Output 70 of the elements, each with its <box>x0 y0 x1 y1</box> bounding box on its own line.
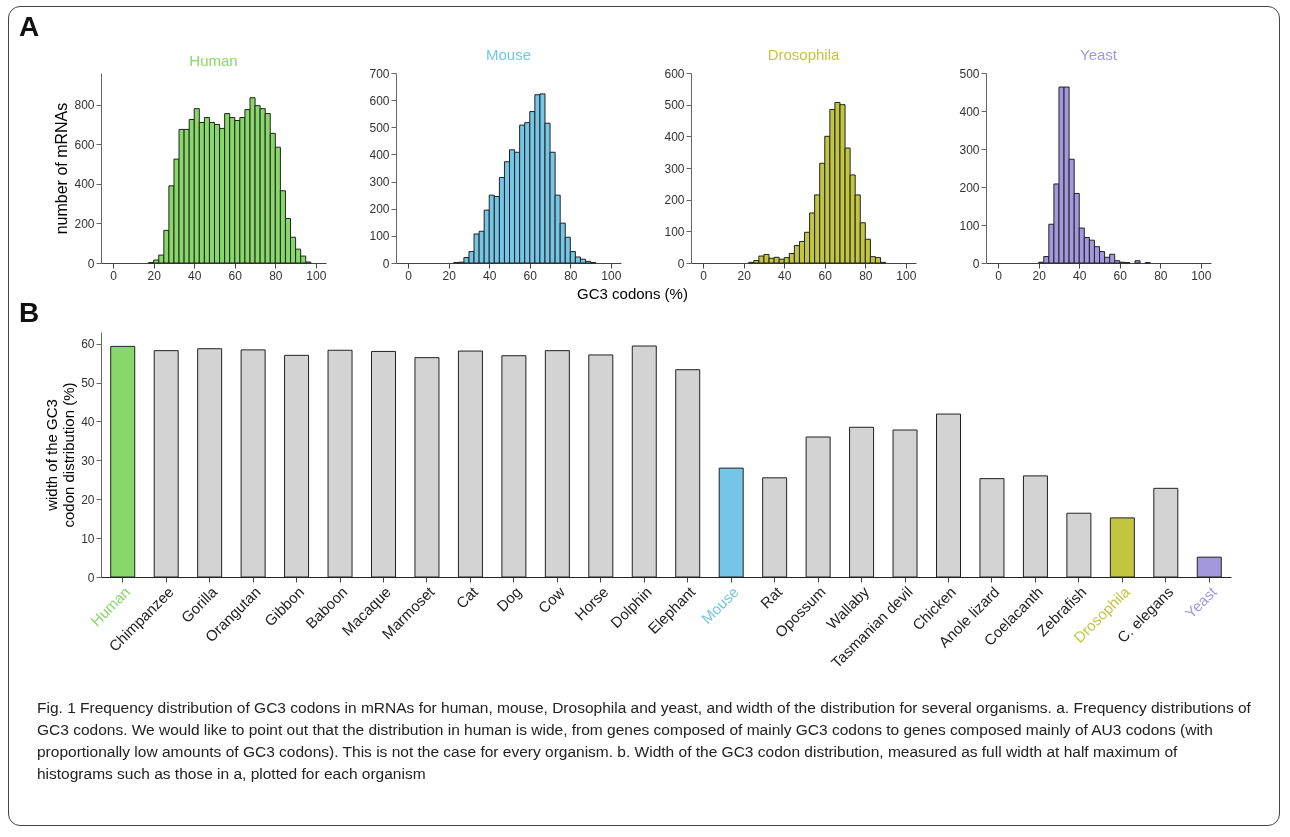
x-tick-label: 60 <box>523 268 538 283</box>
y-tick-label: 400 <box>959 104 980 119</box>
y-tick-label: 10 <box>81 531 95 546</box>
y-tick-label: 700 <box>369 66 390 81</box>
x-tick-label: 20 <box>1032 268 1047 283</box>
x-tick-label: Dog <box>493 583 525 615</box>
y-tick-label: 400 <box>664 129 685 144</box>
x-tick-label: 100 <box>896 268 917 283</box>
y-tick-label: 20 <box>81 492 95 507</box>
x-tick-label: 0 <box>110 268 118 283</box>
y-tick-label: 400 <box>369 147 390 162</box>
text: A <box>19 11 40 43</box>
x-tick-label: 40 <box>188 268 202 283</box>
x-tick-label: 80 <box>1154 268 1168 283</box>
y-tick-label: 0 <box>677 256 685 271</box>
y-tick-label: 100 <box>959 218 980 233</box>
y-tick-label: 0 <box>87 570 95 585</box>
y-tick-label: 300 <box>369 175 390 190</box>
x-tick-label: 0 <box>700 268 708 283</box>
x-tick-label: 100 <box>306 268 327 283</box>
chart-title: Drosophila <box>767 46 840 63</box>
x-tick-label: 0 <box>405 268 413 283</box>
y-tick-label: 400 <box>74 177 95 192</box>
y-tick-label: 600 <box>74 137 95 152</box>
y-tick-label: 50 <box>81 376 95 391</box>
y-tick-label: 0 <box>87 256 95 271</box>
chart-title: Mouse <box>485 46 532 63</box>
y-axis-title: width of the GC3 codon distribution (%) <box>43 382 78 528</box>
x-tick-label: 60 <box>1113 268 1128 283</box>
y-tick-label: 200 <box>664 193 685 208</box>
text: B <box>19 297 40 329</box>
y-tick-label: 40 <box>81 414 95 429</box>
x-tick-label: 40 <box>483 268 497 283</box>
x-tick-label: 20 <box>442 268 457 283</box>
x-tick-label: 20 <box>737 268 752 283</box>
y-tick-label: 200 <box>369 202 390 217</box>
x-tick-label: 40 <box>1073 268 1087 283</box>
x-tick-label: 80 <box>269 268 283 283</box>
y-tick-label: 200 <box>959 180 980 195</box>
y-tick-label: 500 <box>959 66 980 81</box>
x-tick-label: 60 <box>228 268 243 283</box>
y-tick-label: 30 <box>81 453 95 468</box>
x-tick-label: 100 <box>601 268 622 283</box>
y-tick-label: 300 <box>664 161 685 176</box>
x-tick-label: Cat <box>452 582 482 612</box>
y-tick-label: 600 <box>664 66 685 81</box>
x-tick-label: 60 <box>818 268 833 283</box>
y-tick-label: 500 <box>369 120 390 135</box>
y-tick-label: 100 <box>369 229 390 244</box>
x-axis-title: GC3 codons (%) <box>577 285 688 302</box>
chart-title: Human <box>189 52 238 69</box>
x-tick-label: 80 <box>564 268 578 283</box>
chart-title: Yeast <box>1080 46 1118 63</box>
x-tick-label: 20 <box>147 268 162 283</box>
x-tick-label: 100 <box>1191 268 1212 283</box>
y-tick-label: 300 <box>959 142 980 157</box>
y-tick-label: 500 <box>664 98 685 113</box>
y-tick-label: 800 <box>74 98 95 113</box>
y-tick-label: 60 <box>81 337 95 352</box>
y-tick-label: 100 <box>664 224 685 239</box>
x-tick-label: Cow <box>534 582 569 617</box>
x-tick-label: 40 <box>778 268 792 283</box>
caption: Fig. 1 Frequency distribution of GC3 codons in mRNAs for human, mouse, Drosophila and yeast, and width of the distribution for several organisms. a. Frequency distributions of GC3 codons. We would like to point out that the distribution in human is wide, from genes composed of mainly GC3 codons to genes composed mainly of AU3 codons (with proportionally low amounts of GC3 codons). This is not the case for every organism. b. Width of the GC3 codon distribution, measured as full width at half maximum of histograms such as those in a, plotted for each organism <box>37 698 1252 784</box>
y-tick-label: 0 <box>382 256 390 271</box>
x-tick-label: 80 <box>859 268 873 283</box>
x-tick-label: 0 <box>995 268 1003 283</box>
y-tick-label: 0 <box>972 256 980 271</box>
y-axis-title: number of mRNAs <box>53 102 71 235</box>
y-tick-label: 200 <box>74 216 95 231</box>
y-tick-label: 600 <box>369 93 390 108</box>
